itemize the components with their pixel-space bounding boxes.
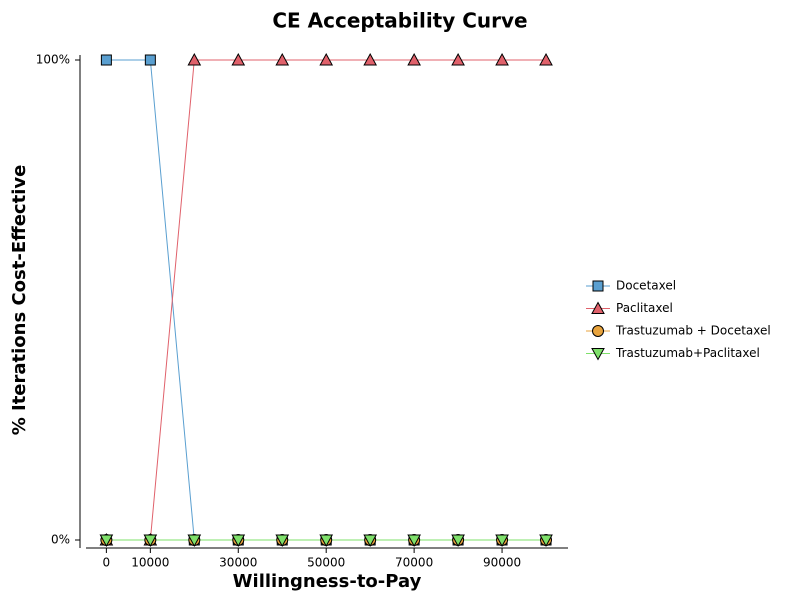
data-point [363,52,378,66]
data-point [363,534,378,548]
legend-label: Paclitaxel [616,301,673,315]
y-axis-label: % Iterations Cost-Effective [9,165,30,436]
x-tick-label: 90000 [483,556,521,570]
data-point [407,534,421,548]
chart-title: CE Acceptability Curve [272,9,527,33]
data-point [143,534,158,548]
legend-label: Trastuzumab+Paclitaxel [615,346,760,360]
data-point [319,52,334,66]
y-tick-label: 100% [36,53,70,67]
data-point [231,52,246,66]
legend-marker [591,301,605,314]
series-line [106,59,547,541]
data-point [100,54,112,66]
data-point [187,534,202,548]
data-point [275,534,290,548]
data-point [99,534,114,548]
legend-marker [592,280,604,292]
x-tick-label: 50000 [307,556,345,570]
legend-label: Trastuzumab + Docetaxel [615,324,771,338]
y-tick-label: 0% [51,533,70,547]
legend-label: Docetaxel [616,279,676,293]
data-point [451,534,465,548]
data-point [539,52,553,66]
legend-marker [592,325,604,337]
data-point [539,534,553,548]
data-point [187,52,202,66]
data-point [451,52,465,66]
data-point [144,54,156,66]
data-point [495,52,509,66]
data-point [275,52,290,66]
data-point [319,534,334,548]
legend-marker [591,348,605,361]
x-tick-label: 10000 [131,556,169,570]
data-point [231,534,246,548]
data-point [407,52,421,66]
x-axis-label: Willingness-to-Pay [233,571,422,592]
x-tick-label: 0 [103,556,111,570]
data-point [495,534,509,548]
x-tick-label: 30000 [219,556,257,570]
x-tick-label: 70000 [395,556,433,570]
